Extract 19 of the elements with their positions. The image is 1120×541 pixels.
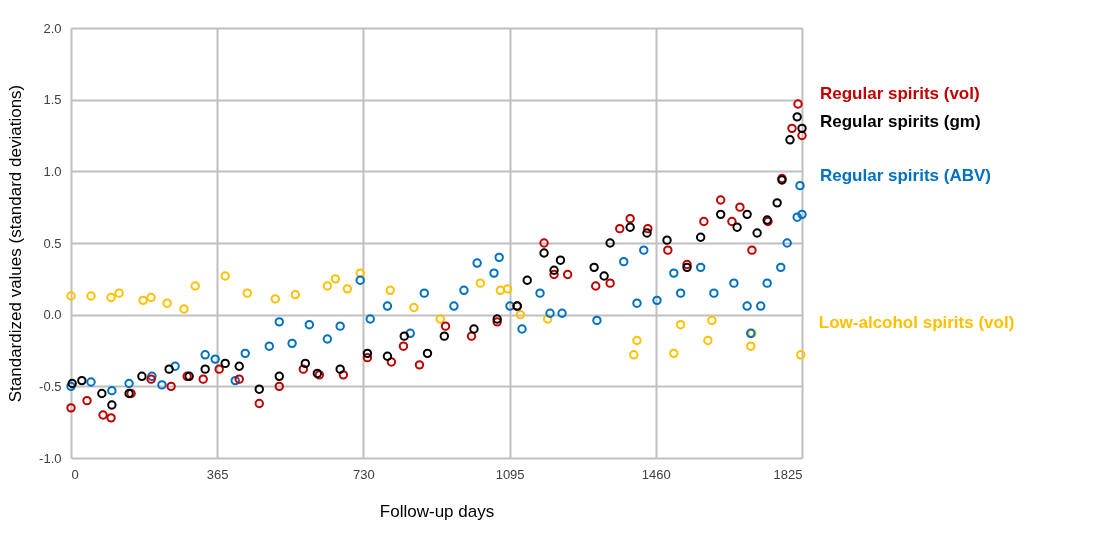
y-axis-title: Standardized values (standard deviations) bbox=[6, 84, 26, 403]
series-label: Regular spirits (vol) bbox=[820, 83, 980, 103]
x-axis-title: Follow-up days bbox=[379, 501, 495, 521]
y-tick-label: 1.0 bbox=[43, 163, 62, 179]
series-label: Regular spirits (ABV) bbox=[820, 165, 991, 185]
x-tick-label: 0 bbox=[71, 466, 79, 482]
y-tick-label: -1.0 bbox=[39, 450, 62, 466]
y-tick-label: -0.5 bbox=[39, 378, 62, 394]
x-tick-label: 730 bbox=[353, 466, 375, 482]
series-label: Low-alcohol spirits (vol) bbox=[818, 313, 1015, 333]
y-tick-label: 0.5 bbox=[43, 235, 62, 251]
x-tick-label: 365 bbox=[206, 466, 229, 482]
x-tick-label: 1095 bbox=[495, 466, 525, 482]
y-tick-label: 1.5 bbox=[43, 92, 62, 108]
series-label: Regular spirits (gm) bbox=[820, 111, 981, 131]
y-tick-label: 2.0 bbox=[43, 20, 62, 36]
x-tick-label: 1460 bbox=[641, 466, 671, 482]
x-tick-label: 1825 bbox=[773, 466, 803, 482]
y-tick-label: 0.0 bbox=[43, 307, 62, 323]
